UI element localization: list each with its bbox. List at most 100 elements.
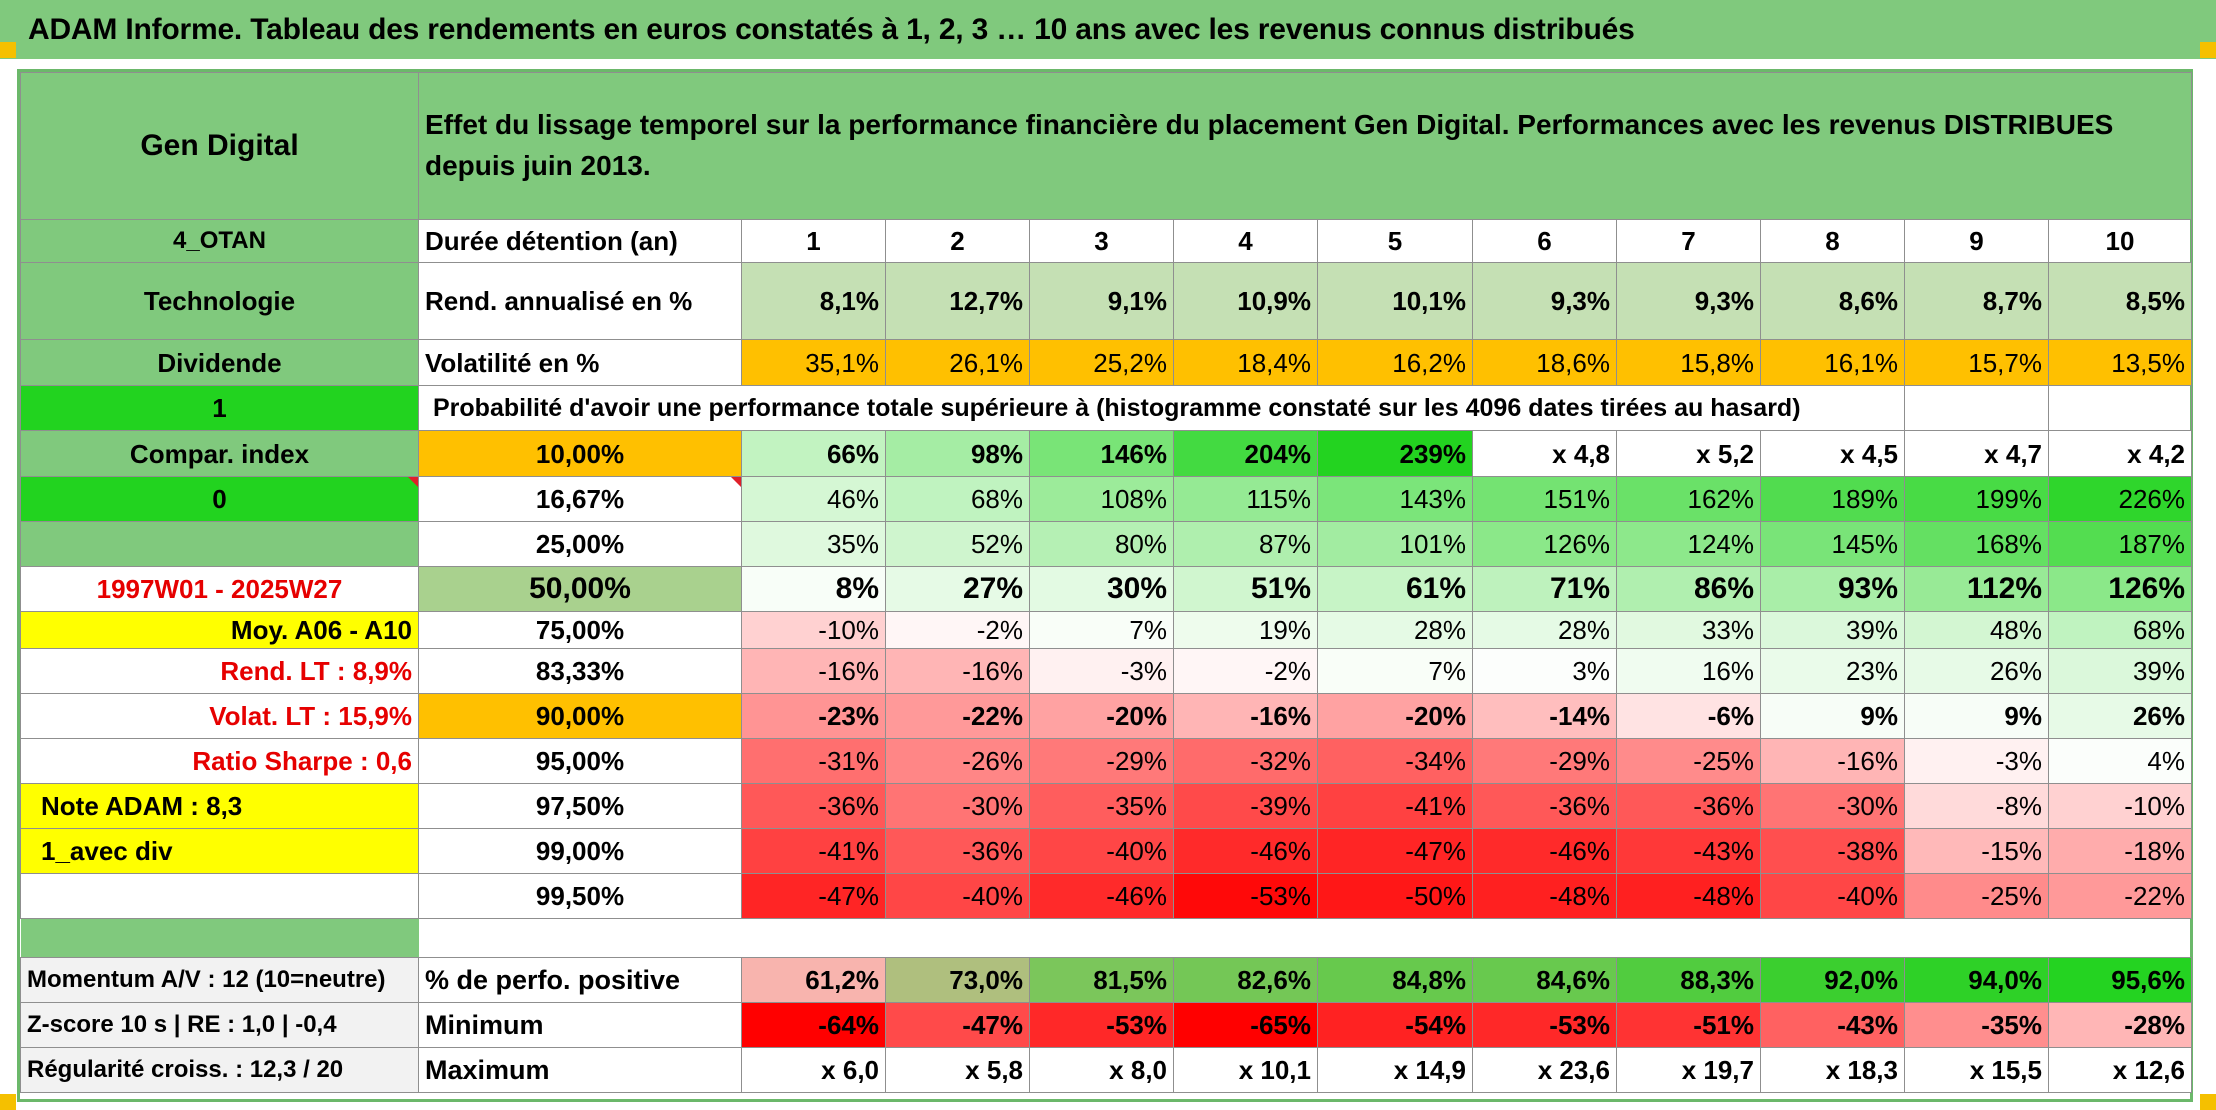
maximum-cell: x 23,6 [1472,1047,1617,1093]
table-row: 99,50% -47% -40% -46% -53% -50% -48% -48% -40% -2… [20,873,2192,919]
distribution-cell: 8% [741,566,886,612]
distribution-cell: x 4,8 [1472,430,1617,477]
bottom-left-corner-marker [0,1094,16,1110]
distribution-cell: 126% [1472,521,1617,567]
distribution-cell: 26% [1904,648,2049,694]
maximum-cell: x 6,0 [741,1047,886,1093]
distribution-cell: -20% [1317,693,1473,739]
maximum-cell: x 10,1 [1173,1047,1318,1093]
distribution-cell: 27% [885,566,1030,612]
distribution-cell: 28% [1317,611,1473,649]
flag-value-0: 0 [20,476,419,522]
maximum-cell: x 14,9 [1317,1047,1473,1093]
maximum-cell: x 12,6 [2048,1047,2192,1093]
distribution-cell: 33% [1616,611,1761,649]
distribution-cell: x 4,7 [1904,430,2049,477]
distribution-cell: -50% [1317,873,1473,919]
distribution-cell: x 4,2 [2048,430,2192,477]
distribution-cell: -32% [1173,738,1318,784]
distribution-cell: 52% [885,521,1030,567]
percentile-label: 83,33% [418,648,742,694]
distribution-cell: -46% [1173,828,1318,874]
distribution-cell: 151% [1472,476,1617,522]
distribution-cell: -8% [1904,783,2049,829]
distribution-cell: 80% [1029,521,1174,567]
positive-perf-cell: 84,8% [1317,957,1473,1003]
percentile-label: 75,00% [418,611,742,649]
distribution-cell: 101% [1317,521,1473,567]
dividend-mode: 1_avec div [20,828,419,874]
distribution-cell: -16% [1760,738,1905,784]
year-header: 8 [1760,219,1905,263]
empty-cell [1904,385,2049,431]
table-row: 25,00% 35% 52% 80% 87% 101% 126% 124% 145% 168% 18… [20,521,2192,567]
distribution-cell: -40% [1760,873,1905,919]
positive-perf-cell: 84,6% [1472,957,1617,1003]
distribution-cell: 204% [1173,430,1318,477]
distribution-cell: -16% [1173,693,1318,739]
year-header: 6 [1472,219,1617,263]
table-row: Momentum A/V : 12 (10=neutre)% de perfo.… [20,957,2192,1003]
year-header: 3 [1029,219,1174,263]
year-header: 1 [741,219,886,263]
regularity-indicator: Régularité croiss. : 12,3 / 20 [20,1047,419,1093]
distribution-cell: 30% [1029,566,1174,612]
top-right-corner-marker [2200,42,2216,58]
performance-table: Gen Digital Effet du lissage temporel sur… [20,72,2192,1093]
annual-return-cell: 8,1% [741,262,886,340]
years-label: Durée détention (an) [418,219,742,263]
distribution-cell: 126% [2048,566,2192,612]
asset-name: Gen Digital [20,72,419,220]
distribution-cell: -29% [1472,738,1617,784]
distribution-cell: -20% [1029,693,1174,739]
distribution-cell: 187% [2048,521,2192,567]
volatility-cell: 26,1% [885,339,1030,386]
annual-return-cell: 8,7% [1904,262,2049,340]
distribution-cell: -36% [1616,783,1761,829]
distribution-cell: 46% [741,476,886,522]
distribution-cell: x 5,2 [1616,430,1761,477]
distribution-cell: 23% [1760,648,1905,694]
distribution-cell: 162% [1616,476,1761,522]
probability-caption: Probabilité d'avoir une performance tota… [418,385,1905,431]
distribution-cell: -40% [885,873,1030,919]
distribution-cell: 51% [1173,566,1318,612]
volatility-cell: 18,4% [1173,339,1318,386]
compar-index: Compar. index [20,430,419,477]
empty-green-cell [20,521,419,567]
percentile-label: 25,00% [418,521,742,567]
table-row: Technologie Rend. annualisé en % 8,1% 12,7%… [20,262,2192,340]
maximum-cell: x 8,0 [1029,1047,1174,1093]
distribution-cell: -29% [1029,738,1174,784]
annual-return-cell: 12,7% [885,262,1030,340]
distribution-cell: 98% [885,430,1030,477]
table-row: 4_OTAN Durée détention (an) 1 2 3 4 5 6 7 8 9 10 [20,219,2192,263]
volatility-cell: 16,1% [1760,339,1905,386]
distribution-cell: -36% [885,828,1030,874]
annual-return-cell: 8,5% [2048,262,2192,340]
empty-cell [2048,385,2192,431]
table-row: Ratio Sharpe : 0,6 95,00% -31% -26% -29% -32%… [20,738,2192,784]
minimum-cell: -64% [741,1002,886,1048]
minimum-cell: -53% [1472,1002,1617,1048]
distribution-cell: 9% [1904,693,2049,739]
distribution-cell: 35% [741,521,886,567]
adam-score: Note ADAM : 8,3 [20,783,419,829]
table-row: Rend. LT : 8,9% 83,33% -16% -16% -3% -2% 7% 3% 1… [20,648,2192,694]
table-description: Effet du lissage temporel sur la perform… [418,72,2192,220]
distribution-cell: -43% [1616,828,1761,874]
volatility-cell: 16,2% [1317,339,1473,386]
distribution-cell: 4% [2048,738,2192,784]
distribution-cell: -30% [885,783,1030,829]
distribution-cell: 93% [1760,566,1905,612]
distribution-cell: 7% [1029,611,1174,649]
bottom-right-corner-marker [2200,1094,2216,1110]
distribution-cell: -25% [1904,873,2049,919]
distribution-cell: 145% [1760,521,1905,567]
volatility-label: Volatilité en % [418,339,742,386]
volatility-cell: 18,6% [1472,339,1617,386]
distribution-cell: -3% [1904,738,2049,784]
distribution-cell: -46% [1029,873,1174,919]
year-header: 10 [2048,219,2192,263]
table-row: Volat. LT : 15,9% 90,00% -23% -22% -20% -16% -… [20,693,2192,739]
